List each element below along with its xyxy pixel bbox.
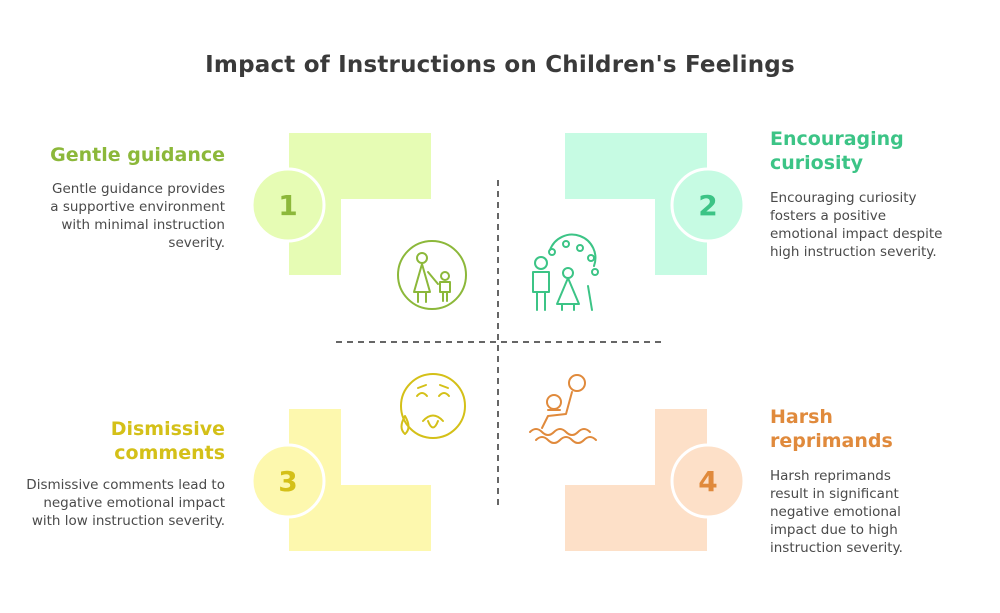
svg-text:2: 2 — [698, 189, 717, 222]
parent-child-icon — [397, 240, 467, 310]
quadrant-1-block — [289, 133, 431, 275]
quadrant-2-block — [565, 133, 707, 275]
sad-face-icon — [400, 373, 466, 439]
svg-text:3: 3 — [278, 465, 297, 498]
number-badge-4: 4 — [670, 443, 746, 519]
page-title: Impact of Instructions on Children's Fee… — [205, 52, 795, 78]
quadrant-4-title: Harsh reprimands — [770, 406, 893, 452]
quadrant-4-description: Harsh reprimands result in significant n… — [770, 468, 903, 556]
quadrant-2-description: Encouraging curiosity fosters a positive… — [770, 190, 943, 260]
svg-text:1: 1 — [278, 189, 297, 222]
quadrant-1-title: Gentle guidance — [50, 144, 225, 166]
number-badge-2: 2 — [670, 167, 746, 243]
quadrant-1-description: Gentle guidance provides a supportive en… — [50, 181, 225, 251]
drowning-person-icon — [529, 374, 597, 444]
quadrant-4-block — [565, 409, 707, 551]
svg-text:4: 4 — [698, 465, 717, 498]
quadrant-2-title: Encouraging curiosity — [770, 128, 904, 174]
quadrant-3-block — [289, 409, 431, 551]
number-badge-1: 1 — [250, 167, 326, 243]
family-ferris-wheel-icon — [532, 233, 599, 311]
quadrant-3-title: Dismissive comments — [110, 418, 225, 464]
quadrant-3-description: Dismissive comments lead to negative emo… — [26, 477, 225, 529]
number-badge-3: 3 — [250, 443, 326, 519]
